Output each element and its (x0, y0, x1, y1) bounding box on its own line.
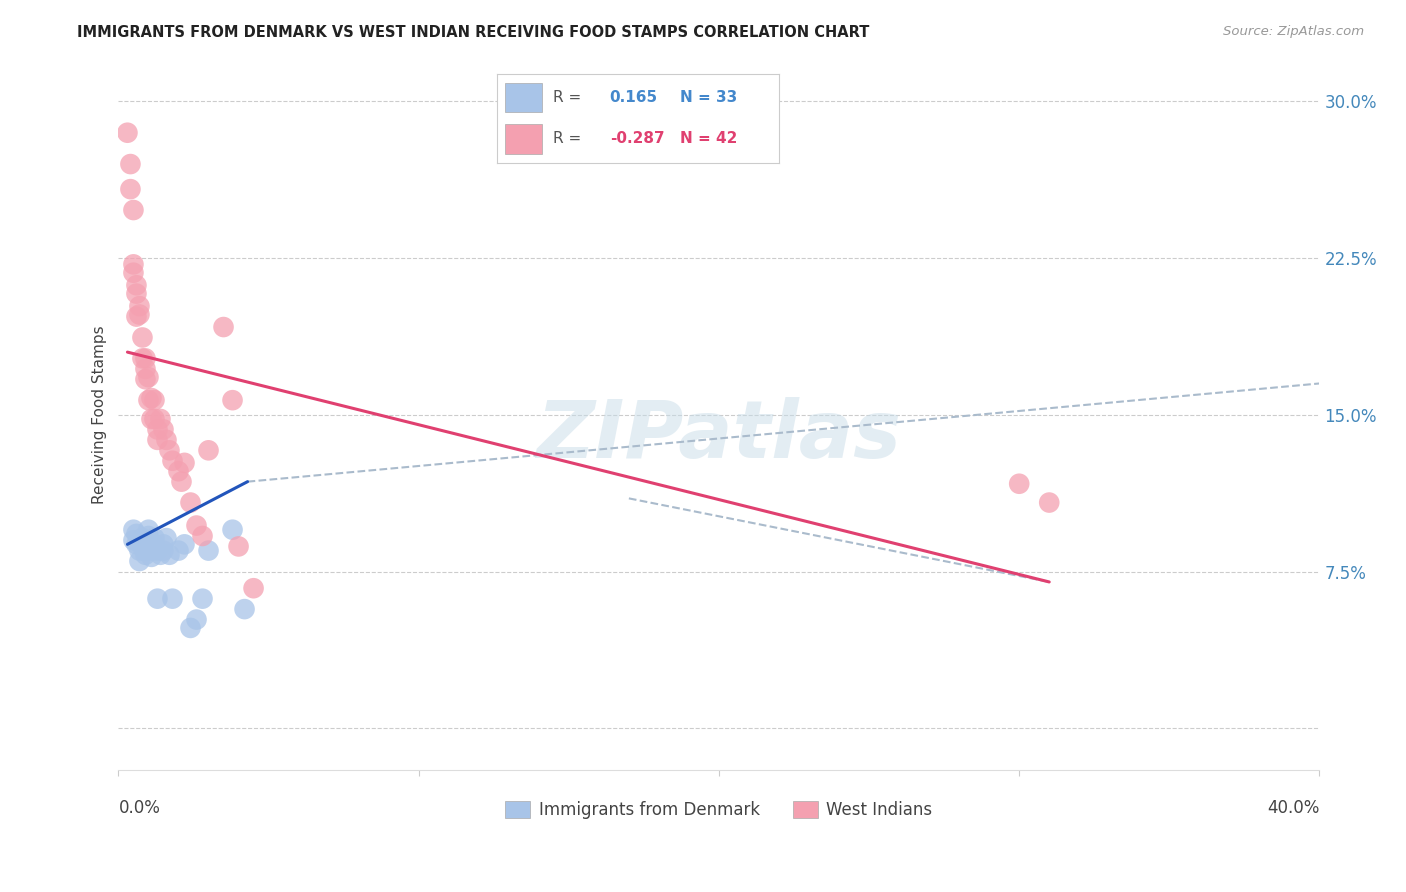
Point (143, 531, 166, 545)
Point (128, 554, 150, 568)
Text: 0.0%: 0.0% (118, 798, 160, 816)
Point (152, 537, 174, 551)
Point (179, 495, 201, 509)
Point (143, 393, 166, 408)
Point (128, 308, 150, 322)
Point (134, 543, 156, 558)
Point (179, 621, 201, 635)
Point (141, 543, 163, 558)
Point (173, 537, 195, 551)
Point (134, 372, 156, 386)
Point (125, 527, 148, 541)
Point (125, 286, 148, 301)
Point (138, 529, 160, 543)
Point (131, 540, 153, 554)
Point (131, 330, 153, 344)
Point (141, 412, 163, 426)
Point (152, 543, 174, 558)
Point (233, 602, 256, 616)
Point (146, 433, 169, 447)
Point (186, 613, 208, 627)
Point (167, 464, 190, 478)
Point (122, 257, 145, 271)
Point (242, 581, 264, 595)
Point (1038, 495, 1060, 509)
Point (117, 126, 139, 140)
Point (170, 475, 193, 489)
Point (122, 533, 145, 548)
Point (212, 320, 235, 334)
Point (1008, 476, 1031, 491)
Point (134, 548, 156, 562)
Point (134, 351, 156, 366)
Point (186, 518, 208, 533)
Point (167, 543, 190, 558)
Point (221, 523, 243, 537)
Point (221, 393, 243, 408)
Point (120, 157, 142, 171)
Point (155, 531, 177, 545)
Point (138, 523, 160, 537)
Text: IMMIGRANTS FROM DENMARK VS WEST INDIAN RECEIVING FOOD STAMPS CORRELATION CHART: IMMIGRANTS FROM DENMARK VS WEST INDIAN R… (77, 25, 870, 40)
Point (159, 548, 181, 562)
Point (228, 540, 250, 554)
Point (138, 393, 160, 408)
Legend: Immigrants from Denmark, West Indians: Immigrants from Denmark, West Indians (499, 794, 939, 826)
Point (143, 537, 166, 551)
Point (162, 591, 184, 606)
Point (162, 454, 184, 468)
Point (131, 351, 153, 366)
Point (149, 548, 172, 562)
Point (141, 391, 163, 405)
Point (191, 591, 214, 606)
Point (125, 278, 148, 293)
Point (155, 433, 177, 447)
Point (122, 266, 145, 280)
Point (152, 422, 174, 436)
Point (120, 182, 142, 196)
Point (141, 549, 163, 564)
Text: 40.0%: 40.0% (1267, 798, 1319, 816)
Point (128, 543, 150, 558)
Point (122, 523, 145, 537)
Point (159, 443, 181, 458)
Point (146, 543, 169, 558)
Point (197, 443, 219, 458)
Point (197, 543, 219, 558)
Point (173, 456, 195, 470)
Point (146, 422, 169, 436)
Point (131, 531, 153, 545)
Point (125, 537, 148, 551)
Point (146, 591, 169, 606)
Point (143, 412, 166, 426)
Point (138, 537, 160, 551)
Point (122, 202, 145, 217)
Point (125, 310, 148, 324)
Point (138, 370, 160, 384)
Point (191, 529, 214, 543)
Y-axis label: Receiving Food Stamps: Receiving Food Stamps (93, 326, 107, 504)
Point (149, 412, 172, 426)
Text: ZIPatlas: ZIPatlas (537, 397, 901, 475)
Point (128, 299, 150, 313)
Point (134, 361, 156, 376)
Text: Source: ZipAtlas.com: Source: ZipAtlas.com (1223, 25, 1364, 38)
